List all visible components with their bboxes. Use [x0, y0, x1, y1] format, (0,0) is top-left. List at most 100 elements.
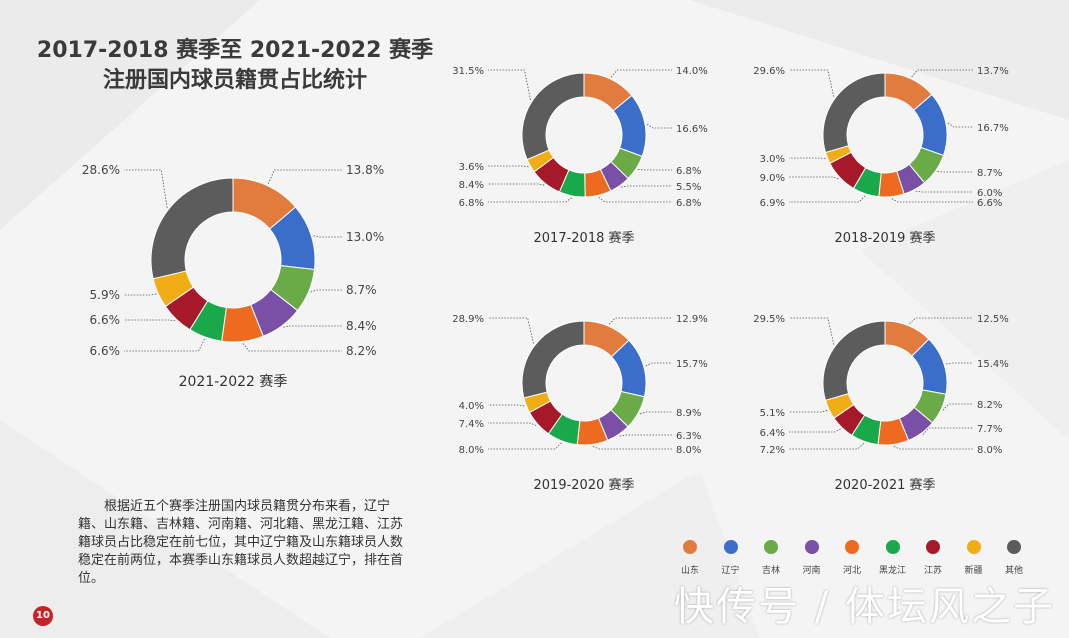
- legend-dot: [683, 540, 697, 554]
- data-label: 13.0%: [346, 230, 384, 244]
- data-label: 16.7%: [977, 123, 1009, 134]
- legend-label: 新疆: [964, 566, 983, 576]
- legend-dot: [764, 540, 778, 554]
- leader-line: [789, 443, 864, 450]
- data-label: 12.9%: [676, 314, 708, 325]
- data-label: 6.6%: [90, 344, 121, 358]
- leader-line: [789, 428, 841, 433]
- legend-item-heilongjiang: 黑龙江: [875, 536, 911, 580]
- slice-9: [822, 320, 886, 401]
- legend-dot: [845, 540, 859, 554]
- legend-dot: [926, 540, 940, 554]
- data-label: 6.6%: [977, 198, 1002, 209]
- donut-chart-4: 12.9% 15.7% 8.9% 6.3% 8.0% 8.0% 7.4% 4.0% 28.9% 2…: [452, 314, 708, 493]
- leader-line: [789, 69, 835, 97]
- leader-line: [283, 325, 342, 328]
- leader-line: [608, 317, 672, 325]
- legend-dot: [966, 540, 981, 554]
- title-line-1: 2017-2018 赛季至 2021-2022 赛季: [36, 38, 434, 63]
- legend-item-shandong: 山东: [672, 536, 708, 580]
- data-label: 12.5%: [977, 314, 1009, 325]
- leader-line: [619, 434, 672, 437]
- leader-line: [488, 69, 531, 100]
- legend-dot: [804, 540, 819, 554]
- legend-label: 河北: [842, 566, 861, 576]
- leader-line: [942, 403, 973, 411]
- leader-line: [267, 169, 342, 184]
- chart-title: 2018-2019 赛季: [835, 230, 936, 246]
- data-label: 31.5%: [452, 66, 484, 77]
- data-label: 8.2%: [346, 344, 377, 358]
- leader-line: [891, 198, 973, 203]
- title-line-2: 注册国内球员籍贯占比统计: [102, 68, 367, 93]
- legend-item-jiangsu: 江苏: [915, 536, 951, 580]
- legend-label: 黑龙江: [878, 566, 906, 576]
- leader-line: [909, 317, 973, 325]
- leader-line: [598, 196, 672, 203]
- data-label: 6.8%: [676, 166, 701, 177]
- leader-line: [488, 317, 534, 344]
- data-label: 9.0%: [760, 173, 785, 184]
- leader-line: [124, 319, 176, 322]
- leader-line: [915, 190, 973, 193]
- data-label: 15.4%: [977, 359, 1009, 370]
- data-label: 7.4%: [459, 419, 484, 430]
- leader-line: [646, 123, 672, 129]
- data-label: 8.7%: [977, 168, 1002, 179]
- data-label: 15.7%: [676, 359, 708, 370]
- data-label: 6.3%: [676, 431, 701, 442]
- leader-line: [242, 343, 342, 352]
- data-label: 6.9%: [760, 198, 785, 209]
- data-label: 7.2%: [760, 445, 785, 456]
- leader-line: [488, 197, 572, 203]
- data-label: 8.7%: [346, 283, 377, 297]
- leader-line: [789, 176, 839, 180]
- data-label: 8.4%: [346, 319, 377, 333]
- data-label: 5.9%: [90, 288, 121, 302]
- data-label: 13.7%: [977, 66, 1009, 77]
- data-label: 6.4%: [760, 428, 785, 439]
- slice-9: [150, 177, 234, 280]
- leader-line: [488, 183, 545, 186]
- leader-line: [124, 293, 157, 296]
- data-label: 29.6%: [753, 66, 785, 77]
- legend-item-henan: 河南: [794, 536, 830, 580]
- leader-line: [592, 445, 672, 450]
- slice-9: [521, 72, 585, 161]
- data-label: 8.0%: [977, 445, 1002, 456]
- data-label: 8.0%: [459, 445, 484, 456]
- chart-title: 2017-2018 赛季: [534, 230, 635, 246]
- leader-line: [946, 362, 973, 365]
- leader-line: [621, 185, 672, 188]
- data-label: 28.6%: [82, 163, 120, 177]
- data-label: 7.7%: [977, 424, 1002, 435]
- donut-chart-5: 12.5% 15.4% 8.2% 7.7% 8.0% 7.2% 6.4% 5.1% 29.5% 2…: [753, 314, 1009, 493]
- leader-line: [637, 168, 672, 171]
- leader-line: [922, 427, 973, 435]
- data-label: 8.2%: [977, 400, 1002, 411]
- leader-line: [310, 289, 342, 293]
- leader-line: [639, 411, 672, 415]
- data-label: 6.8%: [676, 198, 701, 209]
- data-label: 29.5%: [753, 314, 785, 325]
- data-label: 6.8%: [459, 198, 484, 209]
- data-label: 4.0%: [459, 401, 484, 412]
- data-label: 16.6%: [676, 124, 708, 135]
- legend-label: 江苏: [923, 566, 942, 576]
- leader-line: [645, 362, 672, 367]
- chart-legend: 山东 辽宁 吉林 河南 河北 黑龙江 江苏 新疆 其他: [672, 536, 1032, 580]
- leader-line: [893, 446, 973, 450]
- legend-label: 吉林: [761, 566, 780, 576]
- page-title: 2017-2018 赛季至 2021-2022 赛季 注册国内球员籍贯占比统计: [20, 36, 450, 96]
- donut-chart-2: 14.0% 16.6% 6.8% 5.5% 6.8% 6.8% 8.4% 3.6% 31.5% 2…: [452, 66, 708, 246]
- data-label: 8.0%: [676, 445, 701, 456]
- legend-dot: [885, 540, 900, 554]
- data-label: 8.9%: [676, 408, 701, 419]
- leader-line: [124, 338, 205, 352]
- slice-9: [822, 72, 886, 154]
- description-text: 根据近五个赛季注册国内球员籍贯分布来看，辽宁籍、山东籍、吉林籍、河南籍、河北籍、…: [78, 499, 404, 586]
- data-label: 13.8%: [346, 163, 384, 177]
- legend-label: 其他: [1004, 566, 1023, 576]
- leader-line: [313, 235, 342, 238]
